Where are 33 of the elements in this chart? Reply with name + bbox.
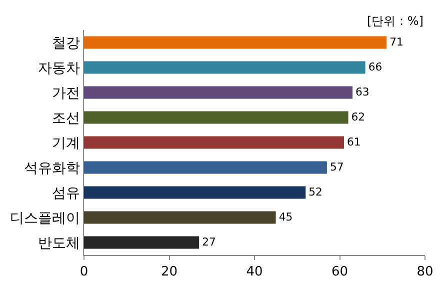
y-tick-label: 자동차 — [38, 60, 80, 76]
data-label: 27 — [202, 235, 216, 248]
data-label: 71 — [390, 35, 404, 48]
data-label: 52 — [308, 185, 322, 198]
bar — [84, 236, 200, 249]
bar — [84, 136, 344, 149]
data-label: 61 — [347, 135, 361, 148]
bar — [84, 36, 387, 49]
y-tick-label: 디스플레이 — [10, 210, 80, 226]
y-tick-label: 반도체 — [38, 235, 80, 252]
text: [단위 : %] — [367, 14, 424, 28]
y-tick-label: 기계 — [52, 135, 80, 152]
bar — [84, 61, 366, 74]
y-tick-label: 섬유 — [52, 185, 80, 202]
bar — [84, 111, 348, 124]
x-tick-label: 80 — [416, 264, 434, 280]
x-tick-label: 40 — [246, 264, 263, 280]
x-tick-label: 20 — [160, 264, 178, 280]
data-label: 57 — [330, 160, 344, 174]
x-tick-label: 0 — [80, 264, 88, 280]
y-tick-label: 철강 — [52, 35, 80, 52]
bar — [84, 186, 306, 199]
data-label: 45 — [278, 210, 293, 224]
y-tick-label: 석유화학 — [24, 160, 80, 176]
data-label: 62 — [351, 110, 366, 124]
x-tick-label: 60 — [331, 264, 348, 280]
data-label: 63 — [356, 85, 370, 98]
bar — [84, 161, 327, 174]
bar — [84, 86, 353, 99]
bar — [84, 211, 276, 224]
y-tick-label: 조선 — [52, 110, 80, 126]
y-tick-label: 가전 — [52, 85, 80, 102]
data-label: 66 — [368, 60, 382, 74]
